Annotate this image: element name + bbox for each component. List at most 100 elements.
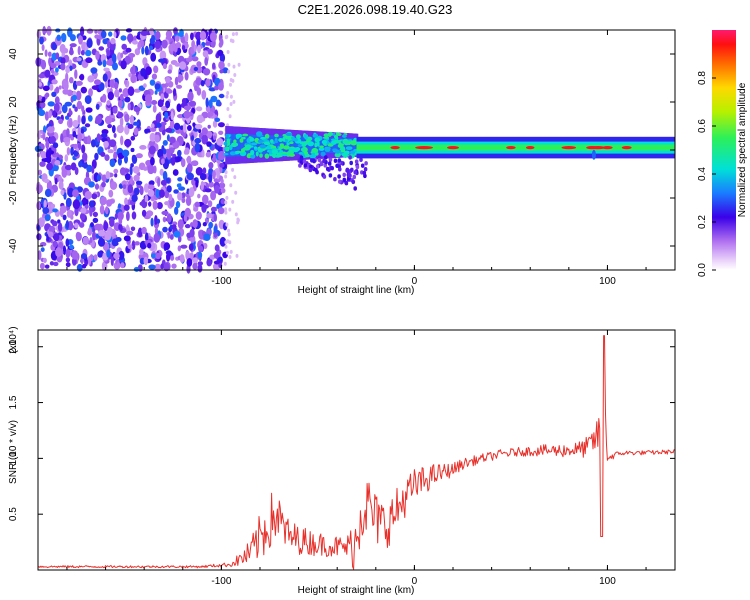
- colorbar-tick-label: 0.8: [697, 71, 708, 85]
- noise-cell: [194, 123, 203, 130]
- noise-cell: [61, 104, 68, 114]
- noise-cell: [130, 163, 134, 168]
- noise-cell: [108, 189, 114, 198]
- noise-cell: [86, 38, 93, 49]
- noise-cell: [171, 263, 177, 269]
- signal-band-inner: [292, 136, 295, 155]
- noise-cell: [229, 82, 232, 87]
- noise-cell: [143, 256, 149, 266]
- signal-peak: [415, 146, 433, 150]
- noise-cell: [95, 50, 100, 61]
- noise-cell: [143, 83, 147, 88]
- noise-cell: [82, 152, 88, 162]
- signal-blob: [285, 132, 293, 136]
- noise-cell: [131, 154, 138, 164]
- noise-cell: [46, 25, 52, 36]
- noise-cell: [162, 226, 168, 233]
- noise-cell: [55, 67, 59, 73]
- noise-cell: [227, 62, 231, 67]
- noise-cell: [98, 82, 105, 91]
- noise-cell: [220, 178, 224, 184]
- noise-cell: [229, 102, 233, 106]
- signal-blob: [282, 145, 290, 150]
- noise-cell: [113, 31, 117, 38]
- noise-cell: [205, 97, 209, 108]
- noise-cell: [213, 213, 217, 222]
- noise-cell: [224, 244, 228, 249]
- noise-cell: [149, 127, 157, 132]
- noise-cell: [201, 127, 208, 136]
- noise-cell: [220, 199, 226, 205]
- noise-cell: [180, 158, 186, 168]
- noise-cell: [151, 253, 157, 259]
- signal-tail-cell: [308, 167, 313, 173]
- signal-peak: [621, 146, 632, 150]
- noise-cell: [199, 30, 207, 41]
- noise-cell: [206, 212, 213, 219]
- noise-cell: [43, 199, 47, 209]
- signal-blob: [270, 139, 274, 143]
- noise-cell: [81, 35, 87, 41]
- noise-cell: [42, 131, 46, 141]
- noise-cell: [44, 188, 52, 198]
- noise-cell: [47, 101, 55, 107]
- snr-x-tick-label: -100: [211, 576, 231, 587]
- noise-cell: [44, 49, 48, 57]
- noise-cell: [81, 115, 86, 125]
- noise-cell: [101, 132, 108, 138]
- noise-cell: [160, 93, 165, 100]
- snr-x-label: Height of straight line (km): [298, 585, 415, 596]
- signal-blob: [274, 133, 279, 138]
- noise-cell: [141, 209, 147, 217]
- noise-cell: [127, 33, 134, 43]
- noise-cell: [181, 192, 186, 199]
- noise-cell: [213, 135, 217, 141]
- noise-cell: [62, 88, 70, 95]
- noise-cell: [187, 125, 192, 131]
- noise-cell: [216, 169, 220, 180]
- noise-cell: [179, 28, 184, 38]
- noise-cell: [188, 187, 195, 198]
- noise-cell: [212, 120, 218, 128]
- signal-tail-cell: [315, 164, 320, 169]
- noise-cell: [226, 50, 230, 54]
- signal-band-inner: [283, 135, 286, 155]
- spec-x-tick-label: 100: [599, 276, 616, 287]
- noise-cell: [186, 163, 193, 173]
- signal-blob: [276, 152, 284, 158]
- noise-cell: [195, 106, 203, 112]
- noise-cell: [194, 201, 200, 208]
- signal-blob: [278, 138, 283, 142]
- noise-cell: [164, 201, 170, 206]
- noise-cell: [45, 140, 50, 149]
- signal-tail-cell: [322, 158, 326, 164]
- noise-cell: [114, 213, 118, 220]
- noise-cell: [186, 258, 193, 267]
- spectrogram-x-ticks: -100 0 100: [66, 30, 647, 287]
- noise-cell: [214, 117, 221, 123]
- noise-cell: [75, 90, 82, 101]
- noise-cell: [202, 167, 207, 174]
- noise-cell: [194, 142, 200, 153]
- noise-cell: [208, 221, 213, 229]
- noise-cell: [85, 107, 93, 113]
- signal-tail-cell: [355, 164, 360, 170]
- noise-cell: [102, 93, 107, 103]
- noise-cell: [154, 83, 161, 90]
- noise-cell: [58, 85, 62, 90]
- noise-cell: [168, 193, 173, 202]
- noise-cell: [104, 230, 112, 241]
- noise-cell: [99, 204, 105, 215]
- noise-cell: [104, 154, 110, 162]
- noise-cell: [123, 235, 131, 242]
- spec-x-tick-label: -100: [211, 276, 231, 287]
- noise-cell: [72, 104, 76, 109]
- noise-cell: [228, 207, 232, 212]
- noise-cell: [41, 96, 46, 103]
- noise-cell: [125, 168, 130, 173]
- noise-cell: [225, 222, 229, 227]
- noise-cell: [169, 233, 174, 240]
- signal-tail-cell: [317, 157, 322, 163]
- snr-x-tick-label: 0: [412, 576, 418, 587]
- noise-cell: [159, 168, 164, 176]
